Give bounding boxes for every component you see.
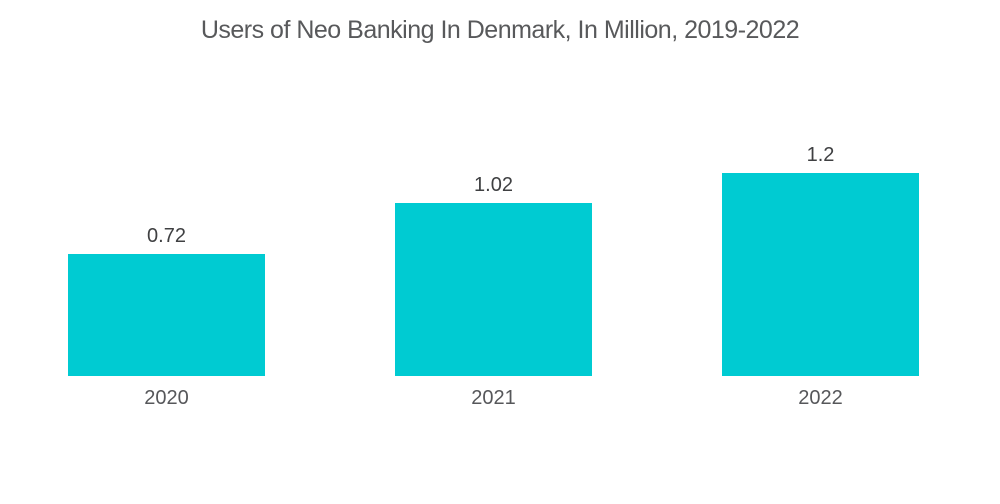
- bar-group-2021: 1.02 2021: [395, 174, 592, 410]
- bar-chart: 0.72 2020 1.02 2021 1.2 2022: [68, 0, 919, 410]
- bar-2020: [68, 254, 265, 376]
- bar-value-label-2020: 0.72: [147, 225, 186, 247]
- x-axis-label-2020: 2020: [144, 387, 189, 409]
- bar-group-2020: 0.72 2020: [68, 225, 265, 410]
- bar-value-label-2022: 1.2: [806, 144, 835, 166]
- x-axis-label-2021: 2021: [471, 387, 516, 409]
- chart-title: Users of Neo Banking In Denmark, In Mill…: [200, 16, 800, 44]
- bar-value-label-2021: 1.02: [474, 174, 513, 196]
- bar-2021: [395, 203, 592, 376]
- x-axis-label-2022: 2022: [798, 387, 843, 409]
- bar-2022: [722, 173, 919, 376]
- bar-group-2022: 1.2 2022: [722, 144, 919, 410]
